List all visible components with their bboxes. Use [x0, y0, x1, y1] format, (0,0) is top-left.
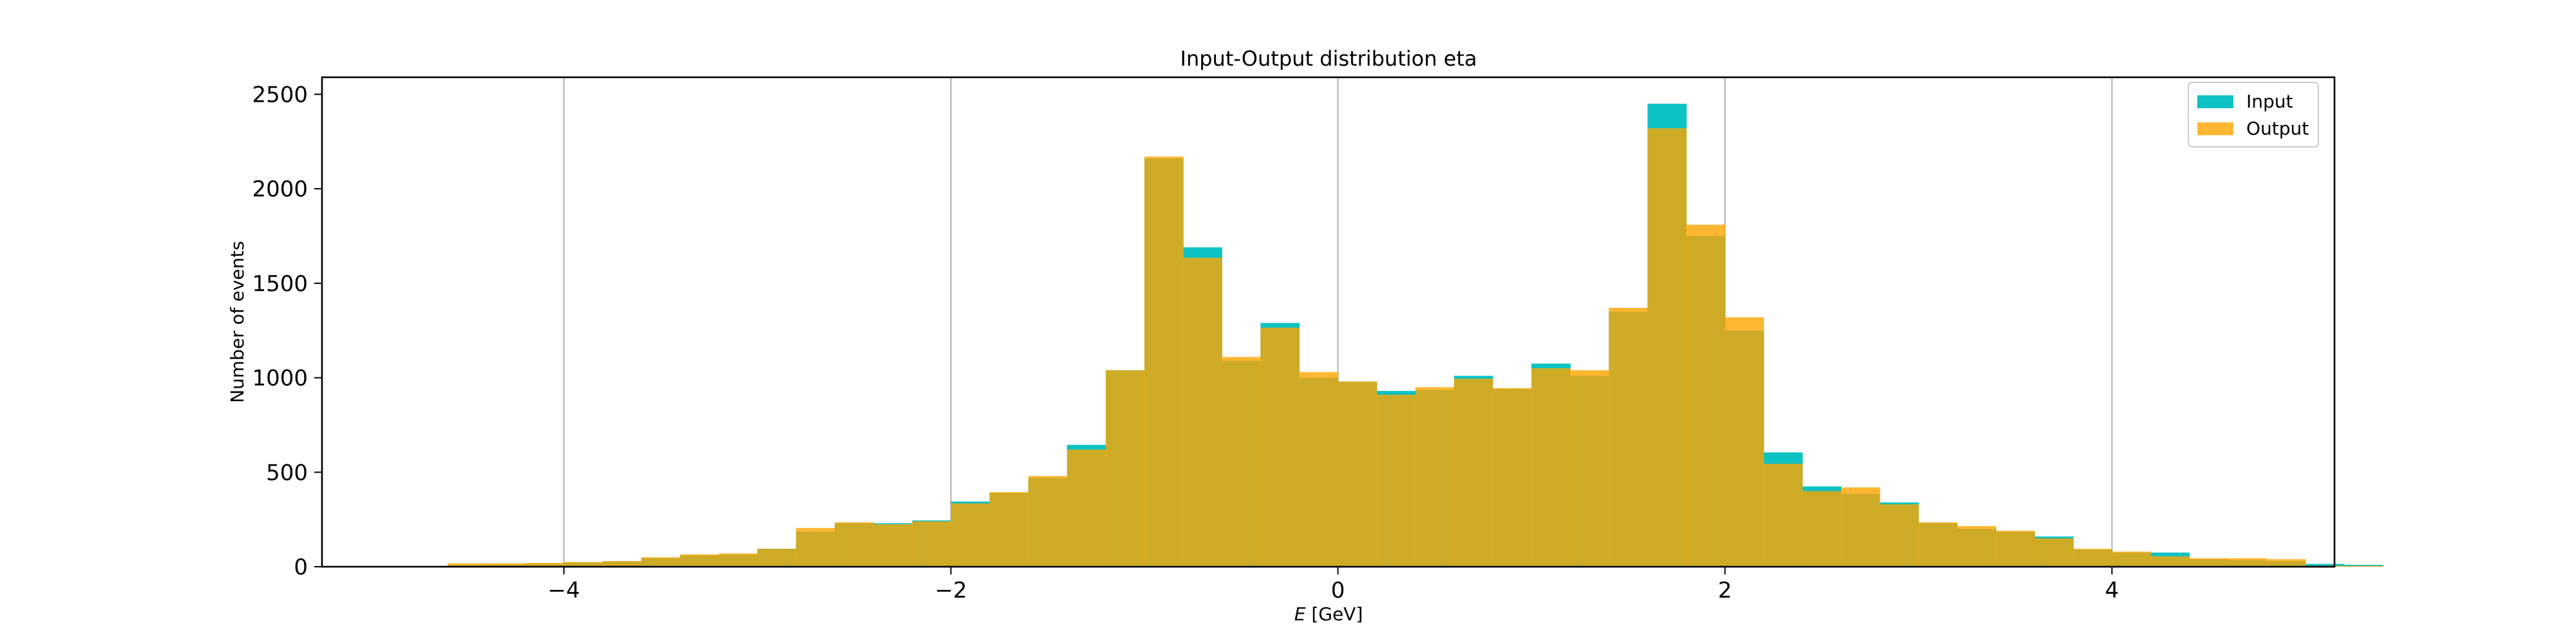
chart-title: Input-Output distribution eta	[1180, 46, 1477, 71]
bar-output	[1260, 327, 1300, 567]
bar-output	[1415, 387, 1455, 567]
bar-output	[486, 563, 526, 567]
bar-output	[1066, 450, 1106, 567]
y-tick-label: 500	[266, 460, 308, 486]
legend-label-output: Output	[2246, 118, 2309, 139]
x-tick-label: 0	[1331, 578, 1345, 603]
legend-swatch-output	[2197, 122, 2233, 135]
bar-output	[1183, 258, 1222, 567]
bar-output	[1802, 491, 1842, 567]
bar-output	[525, 563, 565, 567]
bar-output	[2073, 549, 2113, 567]
y-axis-label: Number of events	[227, 241, 248, 403]
bar-output	[912, 521, 952, 567]
bar-output	[1879, 504, 1919, 567]
bar-output	[1028, 476, 1068, 567]
x-tick-label: −4	[548, 578, 580, 603]
bar-output	[2150, 556, 2190, 567]
bar-output	[1376, 394, 1416, 567]
bar-output	[1454, 379, 1493, 567]
bar-output	[951, 503, 990, 567]
bar-output	[757, 549, 797, 567]
legend: Input Output	[2188, 82, 2319, 147]
bar-output	[835, 522, 874, 567]
x-axis-label-unit: [GeV]	[1305, 603, 1363, 625]
bar-output	[2112, 551, 2152, 567]
bar-output	[1144, 156, 1184, 567]
bar-output	[2266, 559, 2306, 567]
bar-output	[1918, 522, 1958, 567]
bar-output	[602, 561, 642, 567]
bar-input	[2305, 564, 2345, 567]
bar-output	[2189, 558, 2229, 567]
bar-output	[679, 554, 719, 567]
bar-output	[1105, 370, 1145, 567]
x-tick-label: −2	[935, 578, 967, 603]
y-tick-label: 0	[294, 554, 308, 580]
bar-output	[1957, 526, 1996, 567]
bar-output	[1647, 128, 1687, 567]
bar-output	[2228, 558, 2268, 567]
bar-output	[641, 557, 681, 567]
bar-output	[718, 553, 758, 567]
y-tick-label: 1500	[252, 271, 308, 297]
histogram-bars	[448, 104, 2383, 567]
bar-output	[796, 527, 835, 567]
y-tick-label: 1000	[252, 366, 308, 392]
legend-swatch-input	[2197, 95, 2233, 108]
bar-output	[2034, 538, 2074, 567]
bar-output	[1531, 368, 1571, 567]
bar-output	[873, 524, 913, 567]
bar-output	[1492, 388, 1532, 567]
bar-output	[1763, 464, 1803, 567]
legend-label-input: Input	[2246, 91, 2293, 112]
bar-output	[1725, 317, 1765, 567]
axis-ticks: −4 −2 0 2 4 0 500 1000 1500 2000 2500	[252, 82, 2119, 603]
bar-output	[1299, 372, 1339, 567]
x-axis-label: E [GeV]	[1294, 603, 1363, 625]
x-tick-label: 4	[2105, 578, 2119, 603]
x-axis-label-symbol: E	[1294, 603, 1306, 625]
bar-output	[989, 492, 1029, 567]
bar-output	[1338, 381, 1378, 567]
y-tick-label: 2500	[252, 82, 308, 108]
x-tick-label: 2	[1718, 578, 1732, 603]
bar-output	[1996, 531, 2035, 567]
bar-output	[1222, 357, 1261, 567]
bar-output	[564, 562, 603, 567]
bar-output	[1570, 370, 1609, 567]
bar-output	[1841, 487, 1880, 567]
bar-output	[448, 563, 488, 567]
y-tick-label: 2000	[252, 176, 308, 202]
axes-frame	[321, 76, 2336, 568]
bar-output	[1609, 307, 1648, 567]
bar-output	[1686, 224, 1726, 567]
bar-output	[2344, 565, 2383, 567]
